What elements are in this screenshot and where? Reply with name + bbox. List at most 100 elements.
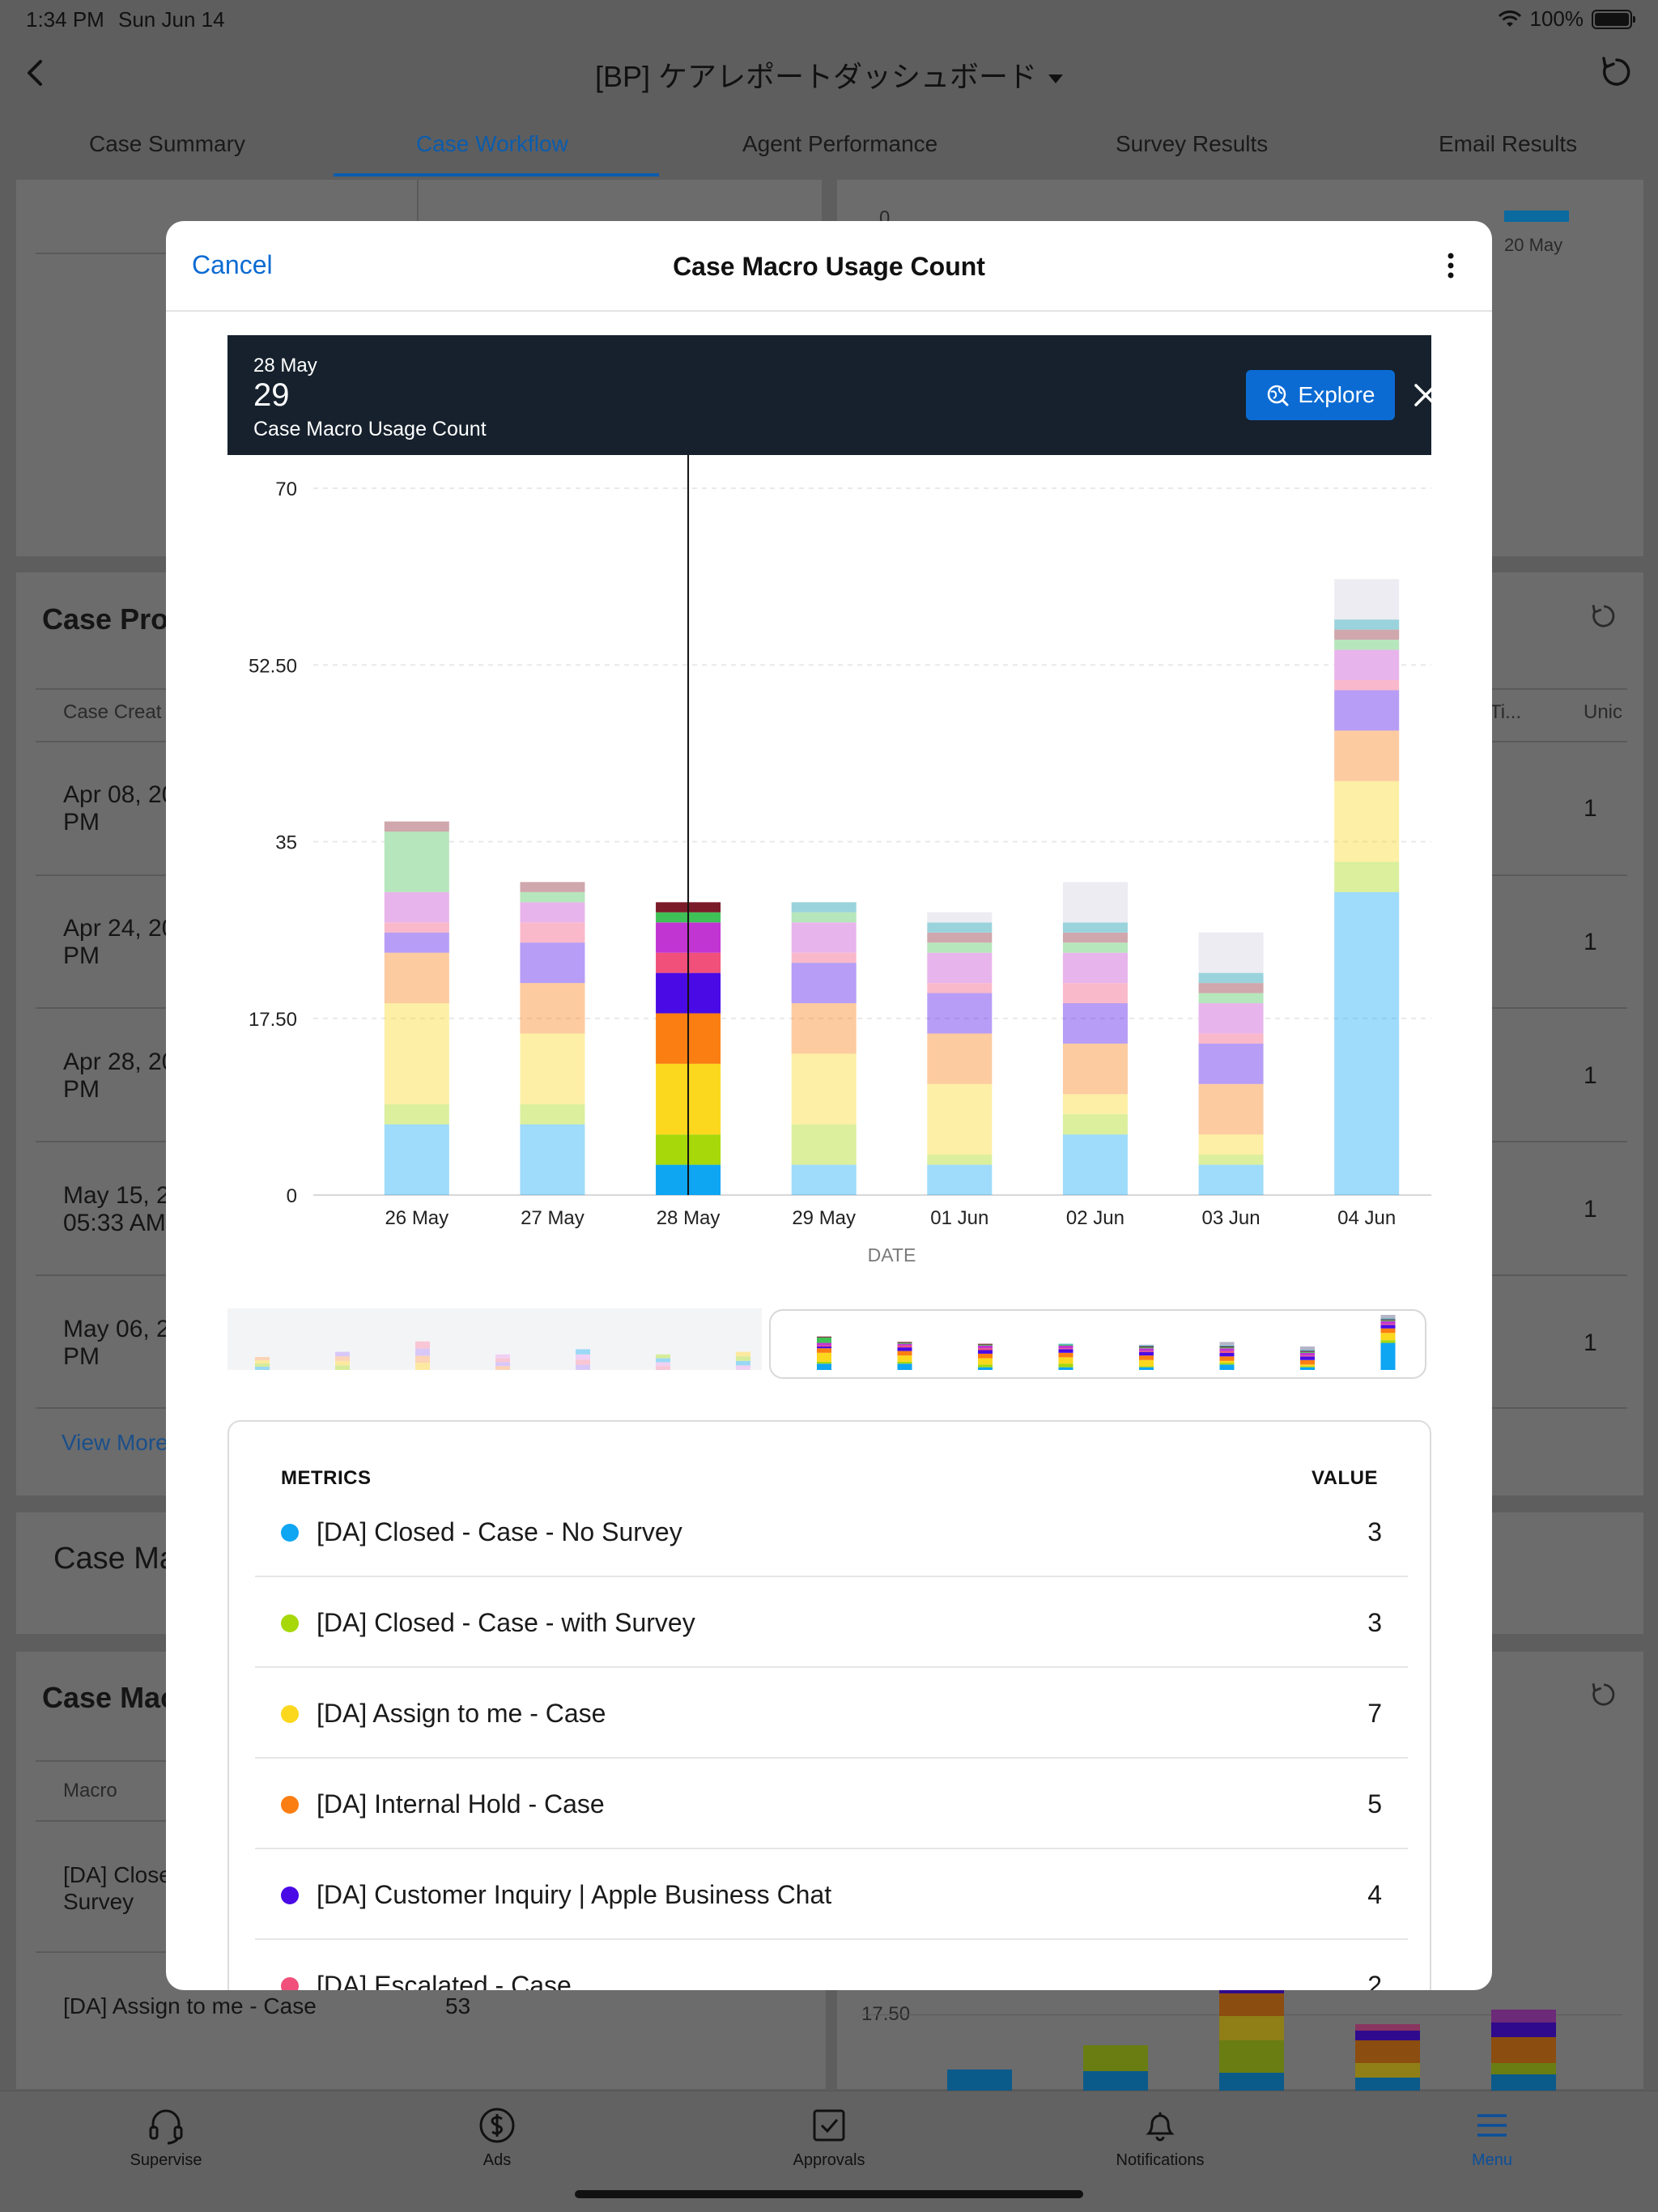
bar-segment[interactable]: [1198, 993, 1264, 1004]
bar-segment[interactable]: [927, 993, 993, 1034]
tab-email-results[interactable]: Email Results: [1439, 131, 1578, 156]
navigator-past-range[interactable]: [227, 1308, 762, 1370]
tabbar-item-supervise[interactable]: Supervise: [85, 2104, 247, 2170]
bar-segment[interactable]: [1062, 1043, 1128, 1095]
back-chevron-icon[interactable]: [19, 57, 52, 89]
bar-segment[interactable]: [1062, 922, 1128, 933]
more-options-icon[interactable]: [1447, 252, 1455, 279]
bar-segment[interactable]: [384, 1124, 449, 1195]
bar-segment[interactable]: [927, 1155, 993, 1165]
bar-segment[interactable]: [384, 952, 449, 1004]
bar-segment[interactable]: [1062, 1094, 1128, 1115]
bar-segment[interactable]: [927, 983, 993, 993]
bar-segment[interactable]: [520, 1104, 585, 1125]
bar-segment[interactable]: [1198, 1083, 1264, 1135]
bar-segment[interactable]: [384, 891, 449, 923]
bar-segment[interactable]: [384, 821, 449, 832]
tabbar-item-menu[interactable]: Menu: [1411, 2104, 1573, 2170]
bar-stack[interactable]: [1334, 579, 1400, 1195]
bar-segment[interactable]: [1062, 1003, 1128, 1044]
chart-range-navigator[interactable]: [227, 1308, 1431, 1389]
tabbar-item-ads[interactable]: Ads: [416, 2104, 578, 2170]
bar-segment[interactable]: [520, 1033, 585, 1104]
tab-case-workflow[interactable]: Case Workflow: [416, 131, 568, 156]
bar-segment[interactable]: [791, 952, 857, 963]
bar-segment[interactable]: [384, 832, 449, 892]
bar-segment[interactable]: [791, 902, 857, 912]
bar-segment[interactable]: [1334, 619, 1400, 630]
bar-segment[interactable]: [1062, 932, 1128, 943]
bar-segment[interactable]: [1334, 690, 1400, 731]
dashboard-title-dropdown[interactable]: [BP] ケアレポートダッシュボード: [0, 53, 1658, 96]
tab-case-summary[interactable]: Case Summary: [89, 131, 245, 156]
bar-segment[interactable]: [520, 983, 585, 1034]
bar-segment[interactable]: [1334, 579, 1400, 620]
bar-segment[interactable]: [1198, 1164, 1264, 1195]
tabbar-item-approvals[interactable]: Approvals: [748, 2104, 910, 2170]
bar-segment[interactable]: [1198, 1003, 1264, 1034]
bar-stack[interactable]: [1198, 932, 1264, 1195]
tab-survey-results[interactable]: Survey Results: [1116, 131, 1269, 156]
refresh-icon[interactable]: [1600, 55, 1634, 89]
metric-row[interactable]: [DA] Customer Inquiry | Apple Business C…: [255, 1849, 1408, 1940]
bar-segment[interactable]: [520, 902, 585, 923]
bar-segment[interactable]: [1198, 972, 1264, 984]
bar-stack[interactable]: [927, 912, 993, 1195]
bar-segment[interactable]: [791, 963, 857, 1004]
bar-segment[interactable]: [1334, 679, 1400, 691]
bar-segment[interactable]: [927, 922, 993, 933]
bar-segment[interactable]: [384, 932, 449, 953]
bar-segment[interactable]: [1334, 649, 1400, 680]
bar-segment[interactable]: [520, 882, 585, 892]
bar-segment[interactable]: [927, 1083, 993, 1155]
bar-segment[interactable]: [384, 1003, 449, 1104]
bar-segment[interactable]: [791, 1164, 857, 1195]
bar-segment[interactable]: [1198, 932, 1264, 973]
tabbar-item-notifications[interactable]: Notifications: [1079, 2104, 1241, 2170]
bar-segment[interactable]: [1198, 1134, 1264, 1155]
bar-segment[interactable]: [1198, 1155, 1264, 1165]
bar-segment[interactable]: [1062, 983, 1128, 1004]
bar-segment[interactable]: [927, 942, 993, 953]
stacked-bar-chart[interactable]: 0 17.50 35 52.50 70 26 May 27 May 28 May 29 May 0…: [166, 455, 1492, 1297]
bar-segment[interactable]: [927, 1033, 993, 1084]
bar-segment[interactable]: [927, 912, 993, 923]
bar-segment[interactable]: [384, 922, 449, 933]
bar-segment[interactable]: [791, 1003, 857, 1054]
metric-row[interactable]: [DA] Closed - Case - No Survey 3: [255, 1487, 1408, 1577]
bar-stack[interactable]: [384, 821, 449, 1195]
metric-row[interactable]: [DA] Closed - Case - with Survey 3: [255, 1577, 1408, 1668]
bar-segment[interactable]: [1062, 952, 1128, 984]
bar-segment[interactable]: [1062, 942, 1128, 953]
bar-segment[interactable]: [1198, 1033, 1264, 1044]
bar-segment[interactable]: [791, 1053, 857, 1125]
bar-stack[interactable]: [791, 902, 857, 1195]
bar-segment[interactable]: [1334, 891, 1400, 1195]
bar-segment[interactable]: [1334, 861, 1400, 892]
bar-segment[interactable]: [1334, 640, 1400, 650]
metric-row[interactable]: [DA] Escalated - Case 2: [255, 1940, 1408, 1990]
explore-button[interactable]: Explore: [1246, 370, 1395, 420]
bar-segment[interactable]: [927, 1164, 993, 1195]
tab-agent-performance[interactable]: Agent Performance: [742, 131, 938, 156]
cancel-button[interactable]: Cancel: [192, 250, 273, 279]
bar-segment[interactable]: [791, 922, 857, 953]
bar-segment[interactable]: [1062, 882, 1128, 923]
metric-row[interactable]: [DA] Assign to me - Case 7: [255, 1668, 1408, 1759]
bar-segment[interactable]: [1062, 1134, 1128, 1195]
close-icon[interactable]: [1413, 382, 1439, 408]
bar-stack[interactable]: [1062, 882, 1128, 1195]
bar-segment[interactable]: [927, 932, 993, 943]
metric-row[interactable]: [DA] Internal Hold - Case 5: [255, 1759, 1408, 1849]
bar-segment[interactable]: [520, 1124, 585, 1195]
bar-segment[interactable]: [520, 891, 585, 903]
bar-segment[interactable]: [384, 1104, 449, 1125]
bar-stack[interactable]: [520, 882, 585, 1195]
navigator-selected-window[interactable]: [769, 1309, 1426, 1379]
bar-segment[interactable]: [1334, 781, 1400, 862]
bar-segment[interactable]: [1198, 983, 1264, 993]
bar-segment[interactable]: [1334, 730, 1400, 781]
bar-segment[interactable]: [927, 952, 993, 984]
bar-segment[interactable]: [1334, 629, 1400, 640]
bar-segment[interactable]: [520, 942, 585, 984]
